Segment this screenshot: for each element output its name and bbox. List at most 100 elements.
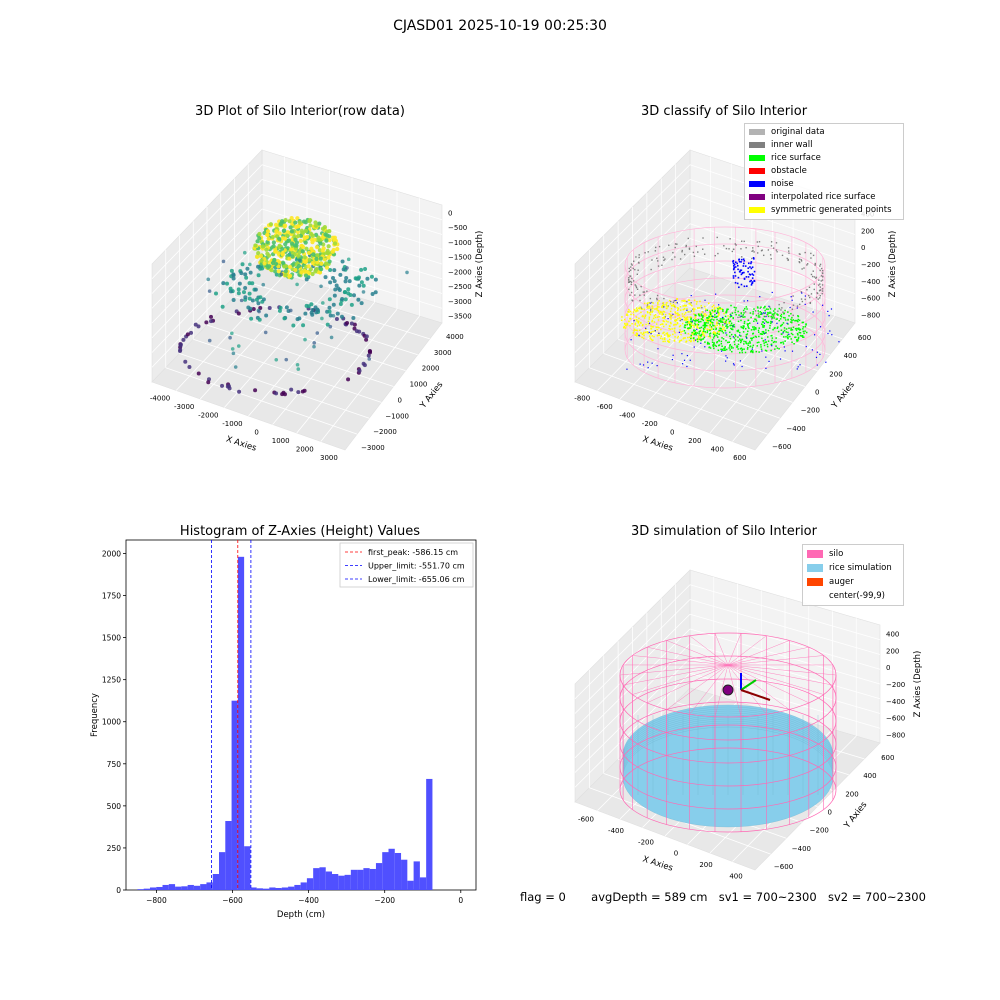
symmetric-point xyxy=(713,308,716,310)
symmetric-point xyxy=(649,335,651,337)
data-point xyxy=(230,347,235,351)
noise-point xyxy=(753,270,756,273)
inner-wall-point xyxy=(672,301,675,304)
noise-point xyxy=(750,261,753,263)
symmetric-point xyxy=(701,331,704,334)
inner-wall-point xyxy=(630,291,633,294)
inner-wall-point xyxy=(636,273,639,275)
noise-point xyxy=(796,307,798,309)
rice-surface-point xyxy=(710,326,713,328)
data-point xyxy=(231,276,236,281)
data-point xyxy=(303,337,307,342)
symmetric-point xyxy=(645,331,647,334)
inner-wall-point xyxy=(781,254,784,257)
rice-surface-point xyxy=(767,308,769,311)
noise-point xyxy=(682,363,684,365)
symmetric-point xyxy=(696,301,698,303)
rice-surface-point xyxy=(794,320,796,322)
inner-wall-point xyxy=(656,257,658,259)
data-point xyxy=(283,218,288,223)
data-point xyxy=(351,315,356,320)
inner-wall-point xyxy=(688,248,691,250)
data-point xyxy=(282,236,288,241)
noise-point xyxy=(715,312,718,314)
data-point xyxy=(206,377,211,382)
rice-surface-point xyxy=(760,344,762,346)
symmetric-point xyxy=(655,323,658,325)
data-point xyxy=(273,261,279,266)
symmetric-point xyxy=(677,307,680,310)
symmetric-point xyxy=(677,335,680,338)
data-point xyxy=(336,286,341,291)
rice-surface-point xyxy=(747,344,750,347)
rice-surface-point xyxy=(725,339,727,342)
legend-swatch xyxy=(749,180,765,187)
inner-wall-point xyxy=(821,272,824,274)
rice-surface-point xyxy=(691,331,693,334)
inner-wall-point xyxy=(735,244,737,246)
legend-label: rice simulation xyxy=(829,563,892,573)
symmetric-point xyxy=(683,316,686,319)
rice-surface-point xyxy=(737,310,739,313)
data-point xyxy=(274,391,279,396)
rice-surface-point xyxy=(783,327,786,329)
data-point xyxy=(226,384,231,389)
inner-wall-point xyxy=(656,298,658,301)
noise-point xyxy=(804,295,806,297)
data-point xyxy=(343,297,348,302)
rice-surface-point xyxy=(804,325,807,328)
rice-surface-point xyxy=(752,350,754,352)
rice-surface-point xyxy=(743,320,746,323)
y-tick-label: 0 xyxy=(815,389,819,397)
symmetric-point xyxy=(714,326,717,328)
silo-roof xyxy=(666,664,729,710)
data-point xyxy=(361,290,366,294)
noise-point xyxy=(812,311,814,313)
data-point xyxy=(405,270,409,275)
noise-point xyxy=(732,336,734,338)
inner-wall-point xyxy=(690,310,693,312)
rice-surface-point xyxy=(746,346,749,349)
rice-surface-point xyxy=(729,345,731,347)
x-tick-label: −800 xyxy=(146,896,167,905)
data-point xyxy=(214,291,219,296)
data-point xyxy=(315,331,320,335)
data-point xyxy=(359,280,364,285)
inner-wall-point xyxy=(760,250,763,252)
symmetric-point xyxy=(708,317,711,319)
inner-wall-point xyxy=(772,247,775,249)
symmetric-point xyxy=(704,308,707,310)
noise-point xyxy=(742,265,745,267)
symmetric-point xyxy=(680,331,683,333)
rice-surface-point xyxy=(790,338,792,340)
rice-surface-point xyxy=(756,341,759,344)
rice-surface-point xyxy=(716,334,718,337)
rice-surface-point xyxy=(746,342,748,345)
rice-surface-point xyxy=(698,314,700,317)
inner-wall-point xyxy=(674,256,676,258)
rice-surface-point xyxy=(746,348,749,350)
rice-surface-point xyxy=(763,307,765,309)
rice-surface-point xyxy=(725,348,728,351)
inner-wall-point xyxy=(812,270,814,272)
rice-surface-point xyxy=(805,323,807,325)
noise-point xyxy=(743,259,746,262)
rice-surface-point xyxy=(687,327,689,330)
inner-wall-point xyxy=(734,243,736,245)
data-point xyxy=(296,233,301,239)
symmetric-point xyxy=(642,337,645,340)
noise-point xyxy=(739,271,741,273)
rice-surface-point xyxy=(720,348,722,351)
rice-surface-point xyxy=(747,342,750,344)
inner-wall-point xyxy=(676,243,678,245)
rice-surface-point xyxy=(779,318,782,320)
inner-wall-point xyxy=(630,281,633,283)
rice-surface-point xyxy=(776,318,778,320)
data-point xyxy=(332,279,337,284)
noise-point xyxy=(740,283,743,286)
data-point xyxy=(308,223,313,228)
simulation-3d-plot: -600-400-20002004006004002000−200−400−60… xyxy=(574,569,923,880)
noise-point xyxy=(733,266,736,269)
inner-wall-point xyxy=(741,315,744,317)
noise-point xyxy=(686,354,688,357)
